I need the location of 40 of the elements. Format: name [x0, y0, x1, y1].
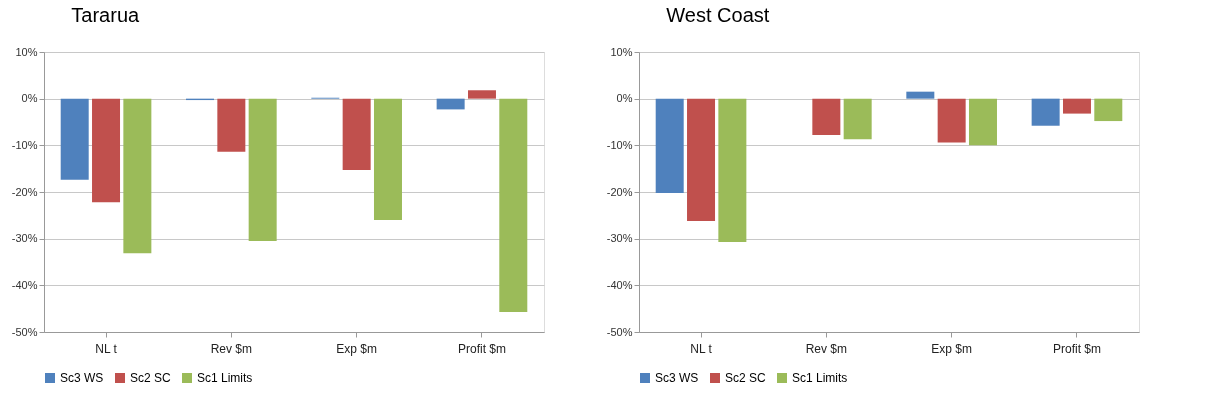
- legend-label: Sc1 Limits: [792, 371, 848, 385]
- x-tick-label: Exp $m: [931, 341, 972, 356]
- x-tick-label: Rev $m: [805, 341, 848, 356]
- bar: [436, 98, 465, 110]
- x-tick-label: Rev $m: [210, 341, 253, 356]
- bar: [123, 98, 152, 254]
- x-tick-label: Exp $m: [336, 341, 377, 356]
- x-tick-label: NL t: [690, 341, 713, 356]
- chart-title: Tararua: [71, 4, 141, 26]
- y-tick-label: -20%: [11, 185, 38, 198]
- legend-label: Sc3 WS: [60, 371, 104, 385]
- y-tick-label: -20%: [606, 185, 633, 198]
- y-tick-label: -30%: [606, 232, 633, 245]
- y-tick-label: 10%: [610, 45, 633, 58]
- bar: [248, 98, 277, 241]
- y-tick-label: 10%: [15, 45, 38, 58]
- bar: [60, 98, 89, 180]
- bar: [467, 90, 496, 99]
- legend-label: Sc3 WS: [655, 371, 699, 385]
- x-tick-label: Profit $m: [1052, 341, 1101, 356]
- y-tick-label: -10%: [606, 138, 633, 151]
- legend-label: Sc2 SC: [130, 371, 172, 385]
- bar: [217, 98, 246, 152]
- y-tick-label: -50%: [11, 325, 38, 338]
- legend-label: Sc2 SC: [725, 371, 767, 385]
- y-tick-label: -50%: [606, 325, 633, 338]
- y-tick-label: -40%: [11, 278, 38, 291]
- bar: [499, 98, 528, 312]
- y-tick-label: 0%: [21, 92, 38, 105]
- y-tick-label: -40%: [606, 278, 633, 291]
- chart-title: West Coast: [666, 4, 770, 26]
- bar: [373, 98, 402, 220]
- bar: [92, 98, 121, 203]
- y-tick-label: 0%: [616, 92, 633, 105]
- y-tick-label: -30%: [11, 232, 38, 245]
- y-tick-label: -10%: [11, 138, 38, 151]
- x-tick-label: Profit $m: [457, 341, 506, 356]
- legend-label: Sc1 Limits: [197, 371, 253, 385]
- bar: [342, 98, 371, 171]
- x-tick-label: NL t: [95, 341, 118, 356]
